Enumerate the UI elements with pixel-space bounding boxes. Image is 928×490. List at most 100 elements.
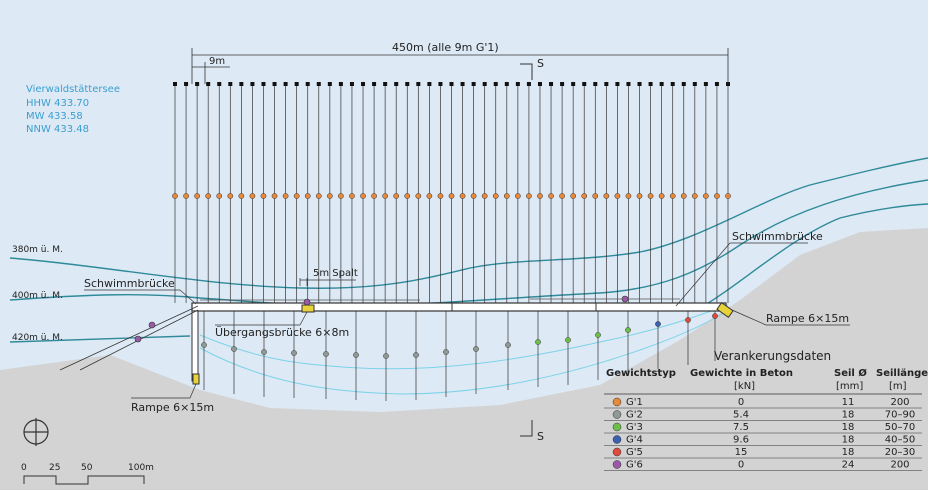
g1-anchor-post [648,82,653,86]
g1-anchor-post [338,82,343,86]
table-cell: 200 [890,460,909,471]
g1-weight-dot [503,193,510,199]
table-title: Verankerungsdaten [714,349,831,363]
section-label-top: S [537,57,544,70]
g1-anchor-post [316,82,321,86]
lake-nnw: NNW 433.48 [26,124,89,135]
table-cell: 20–30 [885,447,915,458]
g1-weight-dot [459,193,466,199]
lake-mw: MW 433.58 [26,111,83,122]
table-cell: 9.6 [733,435,749,446]
contour-label-420: 420m ü. M. [12,333,63,343]
table-cell: 0 [738,397,744,408]
g1-weight-dot [437,193,444,199]
label-schwimmbruecke-left: Schwimmbrücke [84,277,175,290]
lake-hhw: HHW 433.70 [26,98,89,109]
dim-total-text: 450m (alle 9m G'1) [392,41,499,54]
leader-rampe-left-2 [189,383,197,399]
g1-anchor-post [173,82,177,86]
g1-weight-dot [404,193,411,199]
table-cell: G'2 [626,410,643,421]
g1-weight-dot [614,193,621,199]
table-cell: 5.4 [733,410,749,421]
lake-name: Vierwaldstättersee [26,84,120,95]
lower-weight-dot [535,339,541,345]
scale-tick-0: 0 [21,463,27,473]
depth-line-2 [199,309,729,395]
lower-weight-dot [353,352,359,358]
g1-weight-dot [271,193,278,199]
leader-schwimm-right-2 [675,242,731,307]
lower-weight-dot [261,349,267,355]
lower-weight-dot [443,349,449,355]
g6-dot-left-2 [134,335,142,343]
g1-weight-dot [636,193,643,199]
depth-line-1 [199,304,729,370]
contour-label-380: 380m ü. M. [12,245,63,255]
g1-anchor-post [626,82,631,86]
table-cell: 11 [842,397,855,408]
lower-weight-dot [595,332,601,338]
g1-anchor-post [571,82,576,86]
g1-anchor-post [228,82,233,86]
table-cell: 200 [890,397,909,408]
contour-420 [9,203,928,343]
g1-anchor-post [526,82,531,86]
table-cell: 70–90 [885,410,915,421]
g1-weight-dot [293,193,300,199]
g6-dot-left-1 [148,321,156,329]
g1-anchor-post [394,82,399,86]
g1-anchor-post [449,82,454,86]
g6-dot-mid [303,298,311,306]
g6-dot-right [621,295,629,303]
lower-weight-dot [383,353,389,359]
table-unit-rope: [mm] [836,381,863,392]
lower-weight-dot [625,327,631,333]
g1-weight-dot [481,193,488,199]
table-cell: G'6 [626,460,643,471]
g1-anchor-post [405,82,410,86]
g1-weight-dot [260,193,267,199]
g1-anchor-post [272,82,277,86]
g1-anchor-lines [172,82,731,303]
section-mark-bottom [520,420,533,437]
g6-line-left-1 [59,305,199,371]
g1-anchor-post [681,82,686,86]
table-row-dot [612,422,622,432]
lower-weight-dot [231,346,237,352]
g1-anchor-post [460,82,465,86]
g1-anchor-post [659,82,664,86]
g1-weight-dot [326,193,333,199]
table-cell: 7.5 [733,422,749,433]
table-unit-weight: [kN] [734,381,755,392]
label-uebergang: Übergangsbrücke 6×8m [215,326,349,339]
g1-weight-dot [725,193,731,199]
lower-weight-dot [685,317,691,323]
left-access [191,310,199,382]
g1-anchor-post [504,82,509,86]
g1-weight-dot [371,193,377,199]
table-cell: 24 [842,460,855,471]
table-cell: 15 [735,447,748,458]
table-row-dot [612,410,622,419]
contour-380 [9,157,928,289]
g1-anchor-post [515,82,520,86]
g1-anchor-post [261,82,266,86]
table-cell: 18 [842,410,855,421]
g1-weight-dot [183,193,189,199]
rampe-left-box [192,373,200,385]
lower-weight-dot [655,321,661,327]
lower-weight-dot [473,346,479,352]
section-label-bottom: S [537,430,544,443]
lower-anchors [201,311,718,401]
anchoring-table: Verankerungsdaten Gewichtstyp Gewichte i… [604,349,928,471]
g1-anchor-post [637,82,642,86]
g1-weight-dot [691,193,698,199]
g1-weight-dot [515,193,521,199]
g1-anchor-post [206,82,211,86]
table-cell: G'4 [626,435,643,446]
g1-anchor-post [361,82,366,86]
g1-anchor-post [593,82,598,86]
table-cell: 40–50 [885,435,915,446]
g1-anchor-post [305,82,310,86]
